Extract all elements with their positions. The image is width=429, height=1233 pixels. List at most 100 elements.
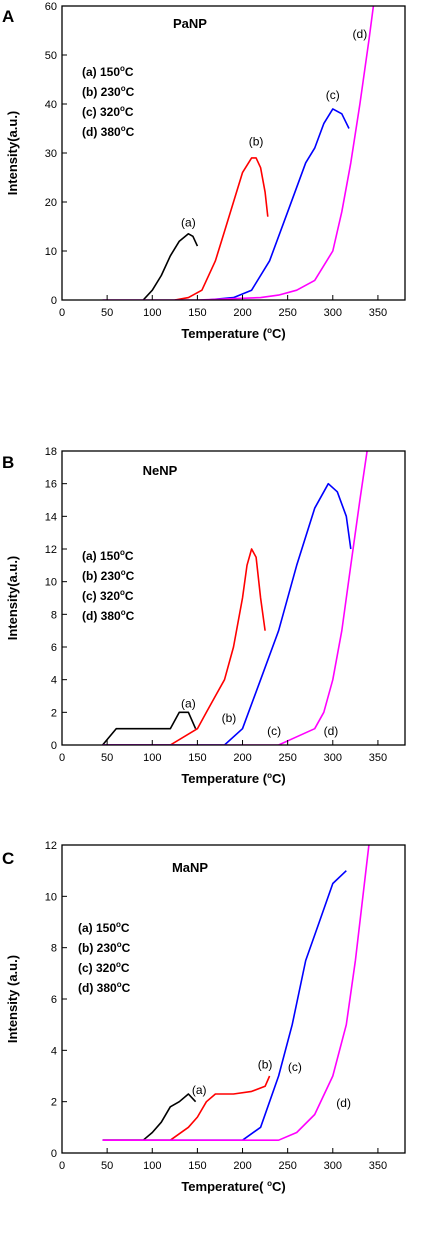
x-tick-label: 100 bbox=[143, 752, 161, 764]
plot-frame bbox=[61, 844, 406, 1154]
legend-entry: (c) 320oC bbox=[78, 960, 130, 975]
legend-entry: (d) 380oC bbox=[82, 608, 135, 623]
series-line-3 bbox=[102, 870, 347, 1141]
y-tick-label: 12 bbox=[45, 840, 57, 852]
curve-label: (b) bbox=[249, 135, 264, 149]
series-line-2 bbox=[174, 157, 269, 300]
y-tick-label: 0 bbox=[51, 740, 57, 752]
panel-c: C 0 50 100 150 200 250 300 350 0 2 4 6 8 10 12 Temperatu… bbox=[2, 840, 406, 1194]
y-tick-label: 12 bbox=[45, 544, 57, 556]
x-tick-label: 50 bbox=[101, 1160, 113, 1172]
x-tick-label: 300 bbox=[324, 752, 342, 764]
legend-entry: (b) 230oC bbox=[78, 940, 131, 955]
x-tick-label: 200 bbox=[233, 307, 251, 319]
panel-letter: A bbox=[2, 7, 14, 26]
x-tick-label: 250 bbox=[278, 752, 296, 764]
panel-name: PaNP bbox=[173, 16, 207, 31]
y-tick-label: 18 bbox=[45, 446, 57, 458]
legend-entry: (a) 150oC bbox=[82, 64, 134, 79]
x-tick-label: 200 bbox=[233, 752, 251, 764]
y-axis-title: Intensity(a.u.) bbox=[5, 556, 20, 641]
y-tick-label: 40 bbox=[45, 99, 57, 111]
series-line-1 bbox=[142, 233, 199, 300]
series-line-1 bbox=[102, 1093, 197, 1141]
y-tick-label: 8 bbox=[51, 943, 57, 955]
x-tick-label: 250 bbox=[278, 307, 296, 319]
series-line-4 bbox=[102, 451, 368, 745]
y-axis-title: Intensity (a.u.) bbox=[5, 955, 20, 1043]
x-tick-label: 300 bbox=[324, 1160, 342, 1172]
x-tick-label: 200 bbox=[233, 1160, 251, 1172]
y-tick-label: 60 bbox=[45, 1, 57, 13]
y-tick-label: 4 bbox=[51, 1045, 57, 1057]
panel-name: NeNP bbox=[143, 463, 178, 478]
series-line-2 bbox=[102, 1075, 271, 1141]
panel-b: B 0 50 100 150 200 250 300 350 0 2 4 6 8 10 12 14 16 18 Tem… bbox=[2, 446, 406, 786]
legend-entry: (a) 150oC bbox=[78, 920, 130, 935]
x-tick-label: 50 bbox=[101, 752, 113, 764]
y-tick-label: 50 bbox=[45, 50, 57, 62]
panel-letter: B bbox=[2, 453, 14, 472]
y-tick-label: 6 bbox=[51, 994, 57, 1006]
y-tick-label: 30 bbox=[45, 148, 57, 160]
x-tick-label: 250 bbox=[278, 1160, 296, 1172]
x-tick-label: 100 bbox=[143, 1160, 161, 1172]
legend-entry: (a) 150oC bbox=[82, 548, 134, 563]
panel-a: A 0 50 100 150 200 250 300 350 0 10 20 30 40 50 60 Tempe… bbox=[2, 1, 406, 341]
legend-entry: (c) 320oC bbox=[82, 588, 134, 603]
x-tick-label: 150 bbox=[188, 1160, 206, 1172]
legend-entry: (b) 230oC bbox=[82, 568, 135, 583]
x-axis-title: Temperature (oC) bbox=[181, 326, 285, 341]
y-tick-label: 20 bbox=[45, 197, 57, 209]
y-tick-label: 10 bbox=[45, 577, 57, 589]
x-tick-label: 350 bbox=[369, 1160, 387, 1172]
curve-label: (b) bbox=[258, 1057, 273, 1071]
x-tick-label: 0 bbox=[59, 752, 65, 764]
x-axis-title: Temperature( oC) bbox=[181, 1179, 285, 1194]
legend-entry: (d) 380oC bbox=[78, 980, 131, 995]
series-line-3 bbox=[102, 482, 352, 745]
curve-label: (d) bbox=[353, 27, 368, 41]
y-tick-label: 8 bbox=[51, 609, 57, 621]
y-tick-label: 4 bbox=[51, 675, 57, 687]
x-tick-label: 150 bbox=[188, 307, 206, 319]
x-tick-label: 350 bbox=[369, 307, 387, 319]
plot-frame bbox=[61, 450, 406, 746]
panel-letter: C bbox=[2, 849, 14, 868]
y-tick-label: 14 bbox=[45, 511, 57, 523]
legend-entry: (c) 320oC bbox=[82, 104, 134, 119]
curve-label: (c) bbox=[326, 88, 340, 102]
y-tick-label: 2 bbox=[51, 1097, 57, 1109]
x-tick-label: 0 bbox=[59, 307, 65, 319]
x-tick-label: 100 bbox=[143, 307, 161, 319]
plot-frame bbox=[61, 5, 406, 301]
y-tick-label: 6 bbox=[51, 642, 57, 654]
series-line-1 bbox=[101, 711, 197, 745]
curve-label: (c) bbox=[267, 724, 281, 738]
y-tick-label: 0 bbox=[51, 295, 57, 307]
y-tick-label: 0 bbox=[51, 1148, 57, 1160]
panel-name: MaNP bbox=[172, 860, 208, 875]
x-tick-label: 350 bbox=[369, 752, 387, 764]
y-tick-label: 16 bbox=[45, 479, 57, 491]
x-axis-title: Temperature (oC) bbox=[181, 771, 285, 786]
y-tick-label: 10 bbox=[45, 246, 57, 258]
x-tick-label: 300 bbox=[324, 307, 342, 319]
series-line-4 bbox=[102, 6, 375, 300]
legend-entry: (d) 380oC bbox=[82, 124, 135, 139]
curve-label: (a) bbox=[192, 1083, 207, 1097]
curve-label: (b) bbox=[222, 711, 237, 725]
curve-label: (a) bbox=[181, 696, 196, 710]
y-tick-label: 2 bbox=[51, 707, 57, 719]
x-tick-label: 0 bbox=[59, 1160, 65, 1172]
series-line-2 bbox=[102, 548, 266, 745]
y-tick-label: 10 bbox=[45, 891, 57, 903]
x-tick-label: 150 bbox=[188, 752, 206, 764]
series-line-3 bbox=[206, 108, 350, 300]
curve-label: (d) bbox=[336, 1096, 351, 1110]
x-tick-label: 50 bbox=[101, 307, 113, 319]
curve-label: (a) bbox=[181, 216, 196, 230]
series-line-4 bbox=[102, 845, 370, 1141]
legend-entry: (b) 230oC bbox=[82, 84, 135, 99]
